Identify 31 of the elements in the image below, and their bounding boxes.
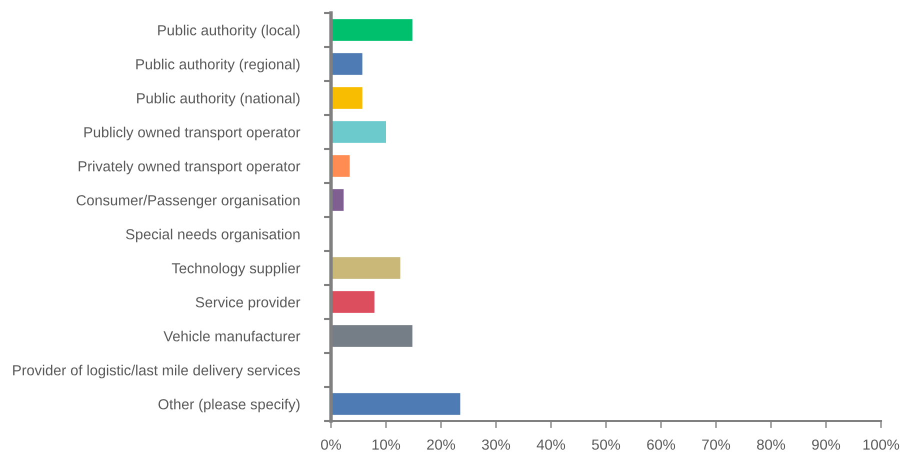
x-tick-label: 70%: [702, 439, 730, 450]
x-tick-label: 40%: [536, 439, 566, 450]
x-tick-label: 100%: [863, 439, 900, 450]
y-tick-label: Public authority (regional): [136, 58, 300, 72]
x-tick-label: 60%: [647, 439, 676, 450]
bar: [331, 121, 386, 143]
y-tick-label: Technology supplier: [172, 262, 300, 276]
x-tick-label: 10%: [372, 439, 400, 450]
bar: [331, 87, 362, 109]
x-tick-label: 50%: [592, 439, 620, 450]
bar: [331, 53, 362, 75]
y-tick-label: Consumer/Passenger organisation: [76, 194, 300, 208]
y-tick-label: Other (please specify): [158, 398, 300, 412]
y-tick-label: Publicly owned transport operator: [84, 126, 300, 140]
y-tick-label: Public authority (national): [137, 92, 300, 106]
x-tick-label: 90%: [812, 439, 840, 450]
y-tick-label: Service provider: [196, 296, 300, 310]
x-tick-label: 30%: [482, 439, 510, 450]
bar: [331, 19, 412, 41]
y-tick-label: Public authority (local): [158, 24, 300, 38]
y-tick-label: Special needs organisation: [126, 228, 300, 242]
bar: [331, 393, 460, 415]
y-tick-label: Provider of logistic/last mile delivery services: [13, 364, 300, 378]
x-tick-label: 80%: [757, 439, 786, 450]
x-tick-label: 20%: [427, 439, 456, 450]
bar: [331, 291, 374, 313]
bar: [331, 155, 350, 177]
x-tick-label: 0%: [321, 439, 342, 450]
y-tick-label: Privately owned transport operator: [78, 160, 300, 174]
bar: [331, 257, 400, 279]
y-tick-label: Vehicle manufacturer: [164, 330, 300, 342]
